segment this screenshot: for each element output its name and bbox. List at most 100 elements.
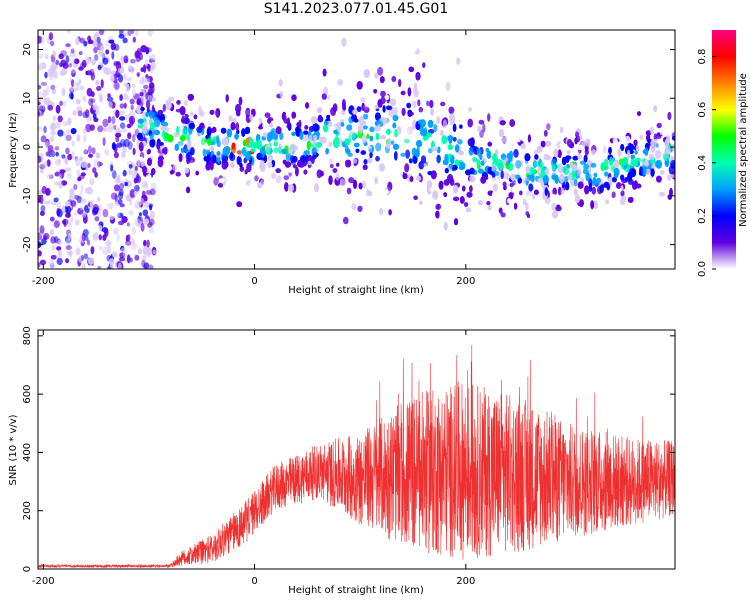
- spectrogram-cell: [452, 136, 457, 142]
- spectrogram-cell: [86, 239, 91, 246]
- spectrogram-cell: [667, 111, 672, 121]
- spectrogram-cell: [249, 138, 255, 148]
- spectrogram-cell: [533, 149, 538, 156]
- spectrogram-cell: [373, 89, 378, 94]
- spectrogram-cell: [325, 148, 329, 155]
- spectrogram-cell: [80, 198, 87, 204]
- spectrogram-cell: [144, 59, 149, 67]
- spectrogram-cell: [95, 31, 99, 38]
- spectrogram-cell: [248, 181, 255, 187]
- spectrogram-cell: [650, 168, 655, 177]
- spectrogram-cell: [222, 116, 228, 122]
- spectrogram-cell: [149, 82, 155, 89]
- spectrogram-cell: [505, 172, 510, 181]
- spectrogram-cell: [108, 101, 113, 109]
- spectrogram-cell: [269, 122, 273, 128]
- spectrogram-cell: [407, 183, 411, 192]
- spectrogram-cell: [613, 172, 619, 178]
- spectrogram-cell: [566, 150, 571, 155]
- spectrogram-cell: [559, 173, 565, 184]
- spectrogram-cell: [431, 146, 438, 152]
- spectrogram-cell: [302, 133, 309, 142]
- spectrogram-cell: [73, 184, 78, 191]
- spectrogram-cell: [147, 30, 154, 37]
- spectrogram-cell: [147, 157, 152, 166]
- spectrogram-cell: [181, 115, 186, 124]
- spectrogram-cell: [210, 145, 215, 152]
- spectrogram-cell: [41, 36, 45, 45]
- spectrogram-cell: [123, 55, 129, 63]
- spectrogram-cell: [156, 141, 161, 150]
- spectrogram-cell: [291, 94, 297, 101]
- spectrogram-cell: [133, 190, 137, 197]
- spectrogram-cell: [529, 167, 535, 173]
- colorbar-tick-label: 0.0: [697, 261, 708, 277]
- spectrogram-cell: [209, 109, 215, 115]
- spectrogram-cell: [361, 102, 365, 111]
- spectrogram-cell: [38, 155, 42, 163]
- spectrogram-cell: [467, 118, 474, 128]
- spectrogram-cell: [89, 178, 95, 186]
- spectrogram-cell: [458, 150, 464, 156]
- spectrogram-cell: [126, 222, 130, 227]
- spectrogram-cell: [113, 227, 119, 235]
- spectrogram-cell: [426, 100, 430, 107]
- spectrogram-cell: [87, 39, 94, 45]
- spectrogram-cell: [620, 190, 625, 197]
- spectrogram-cell: [73, 81, 80, 87]
- spectrogram-cell: [55, 151, 59, 157]
- snr-y-tick-label: 0: [22, 566, 33, 572]
- spectrogram-cell: [57, 249, 63, 259]
- spectrogram-cell: [328, 158, 333, 166]
- spectrogram-cell: [306, 140, 311, 151]
- spectrogram-cell: [573, 188, 578, 196]
- spectrogram-cell: [441, 135, 448, 145]
- spectrogram-cell: [367, 157, 373, 164]
- spectrogram-cell: [422, 136, 429, 141]
- spectrogram-cell: [131, 83, 136, 89]
- spectrogram-y-axis-label: Frequency (Hz): [8, 112, 19, 188]
- spectrogram-cell: [111, 142, 116, 151]
- spectrogram-cell: [379, 208, 384, 216]
- colorbar-tick-label: 0.8: [697, 49, 708, 65]
- spectrogram-cell: [611, 191, 616, 198]
- spectrogram-x-tick-label: 200: [456, 276, 475, 287]
- spectrogram-cell: [157, 109, 164, 114]
- spectrogram-cell: [107, 96, 114, 102]
- spectrogram-cell: [392, 114, 399, 122]
- spectrogram-cell: [73, 87, 79, 92]
- spectrogram-cell: [363, 113, 369, 120]
- spectrogram-cell: [52, 50, 56, 58]
- snr-panel: -200 0 200 0 200 400 600 800 Height of straight…: [8, 326, 676, 596]
- spectrogram-cell: [539, 162, 544, 170]
- snr-y-tick-label: 800: [22, 326, 33, 345]
- spectrogram-cell: [620, 174, 625, 181]
- spectrogram-cell: [551, 164, 556, 170]
- spectrogram-cell: [633, 139, 638, 146]
- spectrogram-cell: [74, 194, 80, 200]
- spectrogram-cell: [275, 168, 282, 174]
- spectrogram-cell: [126, 254, 131, 264]
- spectrogram-cell: [632, 159, 639, 167]
- spectrogram-cell: [478, 119, 485, 125]
- spectrogram-cell: [344, 145, 349, 154]
- spectrogram-cell: [93, 46, 98, 54]
- spectrogram-cell: [40, 135, 47, 143]
- spectrogram-cell: [520, 134, 526, 142]
- spectrogram-marks: [38, 30, 675, 269]
- spectrogram-cell: [107, 126, 113, 133]
- spectrogram-cell: [124, 114, 131, 123]
- spectrogram-cell: [65, 258, 70, 264]
- spectrogram-cell: [427, 147, 433, 154]
- spectrogram-cell: [98, 30, 105, 36]
- spectrogram-cell: [43, 160, 48, 168]
- spectrogram-cell: [422, 62, 426, 68]
- spectrogram-cell: [436, 154, 441, 163]
- spectrogram-cell: [660, 192, 665, 197]
- spectrogram-cell: [61, 87, 66, 97]
- spectrogram-cell: [237, 150, 242, 155]
- spectrogram-cell: [449, 115, 456, 126]
- snr-series-line: [38, 345, 675, 569]
- spectrogram-cell: [143, 262, 150, 269]
- spectrogram-cell: [339, 178, 346, 187]
